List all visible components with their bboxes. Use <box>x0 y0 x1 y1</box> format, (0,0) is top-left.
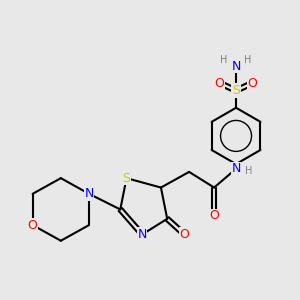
Text: O: O <box>214 77 224 90</box>
Text: O: O <box>179 228 189 241</box>
Text: N: N <box>231 162 241 175</box>
Text: S: S <box>232 84 240 97</box>
Text: O: O <box>248 77 258 90</box>
Text: N: N <box>231 60 241 73</box>
Text: S: S <box>122 172 130 185</box>
Text: H: H <box>244 55 252 65</box>
Text: N: N <box>137 228 147 241</box>
Text: N: N <box>84 187 94 200</box>
Text: H: H <box>245 166 253 176</box>
Text: H: H <box>220 55 228 65</box>
Text: O: O <box>28 219 38 232</box>
Text: O: O <box>209 209 219 222</box>
